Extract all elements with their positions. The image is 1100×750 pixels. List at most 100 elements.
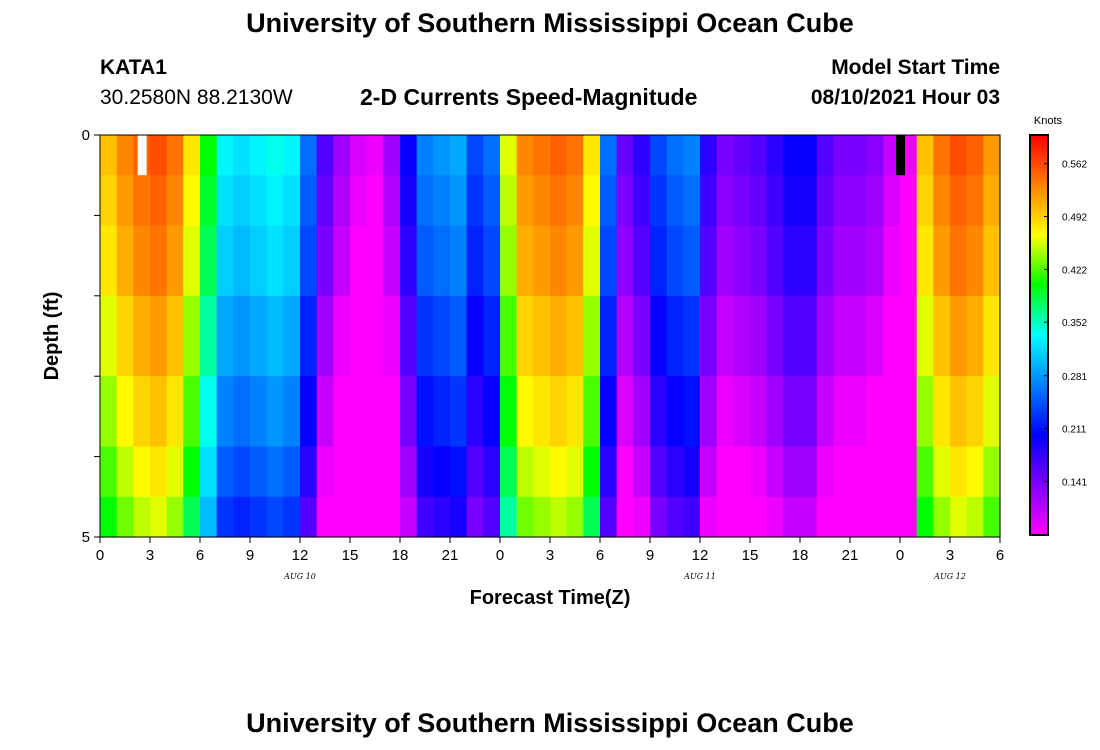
heatmap-cell (333, 376, 351, 448)
heatmap-cell (650, 175, 668, 227)
heatmap-cell (150, 225, 168, 297)
heatmap-cell (816, 446, 834, 498)
x-tick-label: 0 (896, 547, 904, 564)
heatmap-cell (533, 446, 551, 498)
date-labels: AUG 10 AUG 11 AUG 12 (283, 572, 966, 581)
heatmap-cell (133, 376, 151, 448)
heatmap-cell (250, 496, 268, 538)
heatmap-cell (383, 295, 401, 377)
heatmap-cell (916, 295, 934, 377)
heatmap-cell (283, 175, 301, 227)
colorbar-ticks: 0.141 0.211 0.281 0.352 0.422 0.492 0.562 (1044, 160, 1087, 488)
heatmap-cell (616, 446, 634, 498)
heatmap-cell (116, 135, 134, 176)
heatmap-cell (633, 225, 651, 297)
heatmap-cell (733, 175, 751, 227)
heatmap-cell (433, 135, 451, 176)
x-axis: 0 3 6 9 12 15 18 21 0 3 6 9 12 15 18 21 0 3 6 (96, 537, 1004, 564)
heatmap-cell (516, 376, 534, 448)
heatmap-cell (366, 225, 384, 297)
heatmap-cell (183, 376, 201, 448)
heatmap-cell (333, 446, 351, 498)
heatmap-cell (766, 496, 784, 538)
heatmap-cell (400, 446, 418, 498)
heatmap-cell (883, 376, 901, 448)
heatmap-cell (583, 446, 601, 498)
heatmap-cell (166, 295, 184, 377)
heatmap-cell (383, 225, 401, 297)
x-tick-label: 3 (146, 547, 154, 564)
heatmap-cell (283, 295, 301, 377)
heatmap-cell (266, 135, 284, 176)
heatmap-cell (566, 135, 584, 176)
heatmap-cell (466, 225, 484, 297)
heatmap-cell (233, 376, 251, 448)
heatmap-cell (566, 496, 584, 538)
heatmap-cell (833, 446, 851, 498)
heatmap-cell (283, 225, 301, 297)
heatmap-cell (333, 175, 351, 227)
heatmap-cell (233, 295, 251, 377)
heatmap-cell (650, 135, 668, 176)
heatmap-cell (666, 376, 684, 448)
heatmap-cell (766, 175, 784, 227)
heatmap-cell (150, 446, 168, 498)
heatmap-cell (100, 295, 118, 377)
heatmap-cell (366, 135, 384, 176)
heatmap-cell (416, 446, 434, 498)
colorbar-tick-label: 0.562 (1062, 160, 1087, 171)
heatmap-cell (933, 135, 951, 176)
heatmap-cell (966, 295, 984, 377)
colorbar-tick-label: 0.141 (1062, 477, 1087, 488)
heatmap-cell (650, 225, 668, 297)
heatmap-cell (616, 496, 634, 538)
heatmap-cell (650, 295, 668, 377)
heatmap-cell (733, 295, 751, 377)
heatmap-cell (183, 175, 201, 227)
station-id: KATA1 (100, 56, 167, 79)
heatmap-cell (516, 446, 534, 498)
heatmap-cell (433, 295, 451, 377)
heatmap-cell (783, 225, 801, 297)
heatmap-cell (833, 376, 851, 448)
heatmap-cell (333, 135, 351, 176)
heatmap-cell (750, 135, 768, 176)
x-tick-label: 12 (692, 547, 709, 564)
heatmap-cell (716, 225, 734, 297)
heatmap-cell (950, 225, 968, 297)
heatmap-cell (666, 295, 684, 377)
x-tick-label: 12 (292, 547, 309, 564)
heatmap-cell (850, 376, 868, 448)
heatmap-cell (433, 175, 451, 227)
heatmap-cell (900, 376, 918, 448)
heatmap-cell (416, 135, 434, 176)
heatmap-cell (383, 446, 401, 498)
heatmap-cell (200, 135, 218, 176)
heatmap-cell (300, 175, 318, 227)
heatmap-cell (466, 175, 484, 227)
heatmap-cell (316, 225, 334, 297)
x-tick-label: 18 (392, 547, 409, 564)
heatmap-cell (216, 175, 234, 227)
heatmap-cell (266, 175, 284, 227)
heatmap-cell (433, 446, 451, 498)
heatmap-cell (583, 496, 601, 538)
heatmap-cell (366, 496, 384, 538)
heatmap-cell (383, 135, 401, 176)
heatmap-cell (516, 225, 534, 297)
heatmap-cell (616, 225, 634, 297)
heatmap-cell (983, 376, 1001, 448)
heatmap-cell (700, 446, 718, 498)
heatmap-cell (916, 376, 934, 448)
x-tick-label: 21 (842, 547, 859, 564)
heatmap-cell (316, 175, 334, 227)
heatmap-cell (300, 135, 318, 176)
heatmap-cell (433, 496, 451, 538)
heatmap-cell (533, 175, 551, 227)
heatmap-cell (716, 135, 734, 176)
plot-title: 2-D Currents Speed-Magnitude (360, 84, 698, 110)
x-tick-label: 6 (596, 547, 604, 564)
heatmap-cell (150, 496, 168, 538)
heatmap-cell (816, 225, 834, 297)
